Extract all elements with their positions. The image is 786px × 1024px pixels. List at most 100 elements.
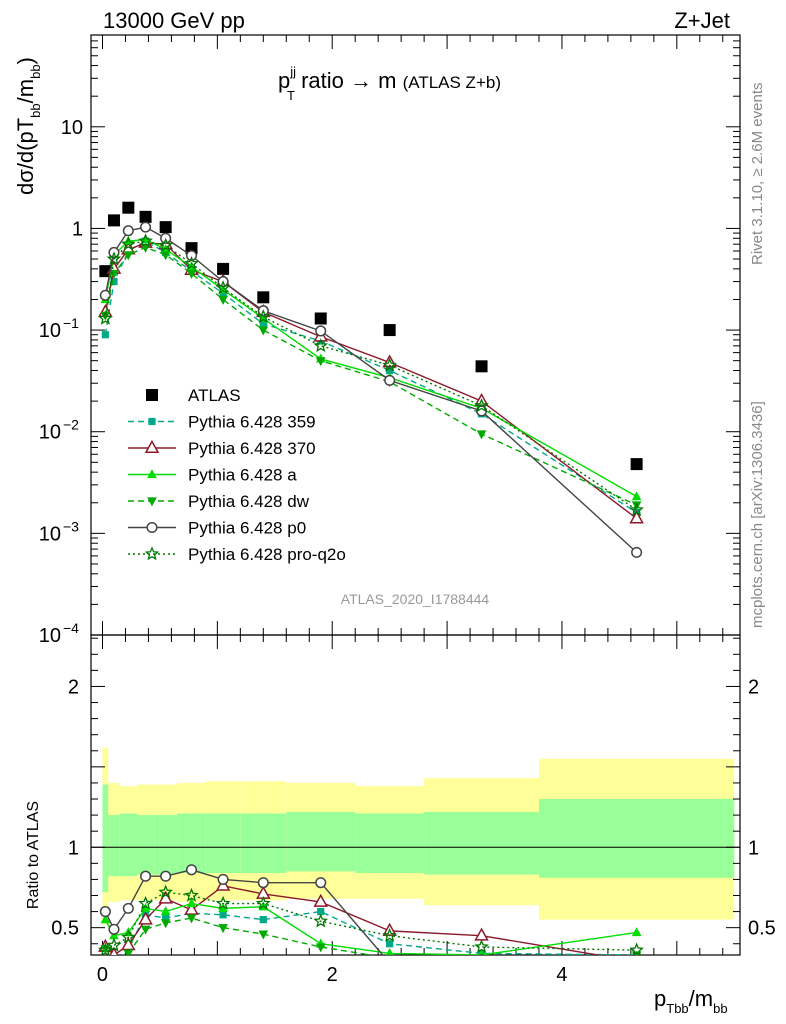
ratio-point: [160, 870, 172, 882]
title-small: (ATLAS Z+b): [403, 73, 501, 92]
ratio-point: [160, 919, 171, 929]
ratio-band-green: [119, 813, 137, 877]
series-point: [629, 510, 644, 524]
series-point: [219, 289, 227, 297]
legend: ATLAS Pythia 6.428 359 Pythia 6.428 370 Pyt…: [128, 386, 346, 564]
title-sup: jj: [289, 64, 296, 79]
ratio-point: [385, 947, 394, 955]
series-point: [158, 237, 173, 252]
ratio-band-green: [102, 784, 109, 893]
ratio-y-tick-label-right: 2: [748, 676, 759, 698]
ratio-point: [629, 942, 644, 955]
ylabel-sub2: bb: [28, 64, 43, 78]
side-label-top: Rivet 3.1.10, ≥ 2.6M events: [749, 83, 766, 266]
ratio-point: [162, 914, 170, 922]
legend-marker: [147, 497, 157, 507]
legend-label: Pythia 6.428 pro-q2o: [188, 545, 346, 564]
series-point: [159, 221, 172, 234]
legend-item: Pythia 6.428 p0: [128, 519, 306, 538]
process-label: Z+Jet: [674, 8, 730, 33]
series-main-6: [98, 233, 644, 517]
xlabel-sub: Tbb: [666, 1001, 688, 1016]
x-tick-label: 4: [556, 964, 567, 986]
series-point: [215, 280, 231, 295]
series-point: [186, 269, 197, 279]
ratio-point: [478, 954, 485, 955]
legend-label: Pythia 6.428 370: [188, 439, 316, 458]
x-tick-label: 2: [327, 964, 338, 986]
series-ratio-6: [98, 884, 644, 955]
series-point: [107, 214, 120, 227]
legend-item: ATLAS: [146, 386, 241, 405]
ratio-band-green: [108, 815, 120, 877]
main-y-tick-exponent: −4: [63, 620, 79, 636]
series-point: [160, 251, 171, 261]
ratio-point: [99, 906, 111, 918]
title-prefix: p: [278, 68, 290, 93]
ratio-point: [138, 911, 153, 925]
xlabel-sub2: bb: [713, 1001, 727, 1016]
series-line: [104, 240, 637, 514]
ratio-point: [100, 914, 111, 924]
ratio-point: [257, 877, 269, 889]
ratio-point: [184, 887, 199, 902]
ratio-point: [217, 873, 229, 885]
series-point: [217, 262, 230, 275]
ratio-point: [478, 949, 485, 955]
ratio-point: [382, 928, 397, 942]
series-point: [140, 221, 152, 233]
ratio-band-green: [538, 799, 735, 878]
ratio-point: [108, 923, 120, 935]
ratio-y-tick-label-right: 0.5: [748, 918, 776, 940]
series-point: [384, 374, 396, 386]
ratio-point: [184, 901, 199, 915]
ratio-point: [631, 927, 642, 937]
ratio-point: [185, 864, 198, 876]
legend-marker: [146, 521, 158, 534]
main-y-tick-label: 10: [39, 320, 61, 342]
series-point: [100, 311, 111, 321]
side-label-bottom: mcplots.cern.ch [arXiv:1306.3436]: [749, 401, 766, 628]
ratio-band-green: [240, 813, 287, 873]
ylabel-main: dσ/d(pT: [13, 118, 38, 195]
main-y-tick-label: 10: [39, 625, 61, 647]
ratio-point: [386, 940, 394, 948]
series-point: [314, 312, 327, 325]
series-main-1: [101, 237, 641, 517]
ratio-point: [315, 877, 327, 889]
ratio-point: [109, 956, 119, 965]
x-tick-label: 0: [97, 964, 108, 986]
series-point: [629, 502, 644, 517]
series-ratio-5: [99, 864, 485, 955]
series-line: [104, 242, 638, 520]
series-point: [630, 458, 643, 471]
main-y-tick-label: 10: [61, 117, 83, 139]
ratio-point: [186, 914, 197, 924]
series-line: [104, 246, 637, 506]
ratio-band-green: [205, 813, 241, 873]
ratio-point: [98, 942, 113, 955]
ratio-point: [158, 884, 173, 899]
series-layer: [98, 201, 644, 972]
series-point: [138, 233, 153, 248]
series-point: [382, 357, 397, 372]
legend-label: Pythia 6.428 dw: [188, 492, 310, 511]
ratio-line: [104, 917, 637, 955]
series-point: [121, 236, 136, 251]
ratio-point: [215, 895, 231, 910]
ratio-point: [218, 902, 228, 912]
legend-marker: [144, 546, 160, 561]
ratio-point: [474, 927, 489, 941]
series-point: [382, 354, 397, 368]
ratio-point: [123, 949, 134, 955]
series-point: [123, 251, 134, 261]
legend-label: Pythia 6.428 359: [188, 413, 316, 432]
ratio-point: [313, 913, 329, 928]
legend-marker: [147, 469, 157, 479]
ratio-point: [477, 963, 487, 972]
series-point: [313, 338, 329, 353]
ratio-point: [122, 902, 134, 914]
main-y-tick-exponent: −1: [63, 315, 79, 331]
series-point: [122, 225, 134, 237]
main-ylabel: dσ/d(pTbb/mbb): [13, 57, 43, 195]
